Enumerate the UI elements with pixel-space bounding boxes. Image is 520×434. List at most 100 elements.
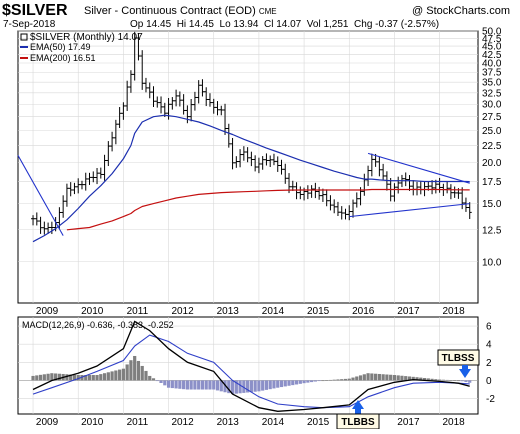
price-bar: [151, 86, 156, 108]
macd-histogram-bar: [306, 380, 310, 383]
macd-histogram-bar: [230, 380, 235, 395]
macd-histogram-bar: [434, 379, 438, 381]
price-y-tick-label: 15.0: [482, 199, 502, 210]
price-bar: [98, 167, 103, 179]
macd-signal-line: [32, 334, 470, 409]
price-bar: [275, 156, 280, 172]
macd-histogram-bar: [321, 380, 325, 382]
price-bar: [196, 80, 201, 104]
macd-histogram-bar: [253, 380, 257, 392]
price-bar: [245, 147, 250, 163]
macd-panel: [17, 316, 479, 415]
price-bar: [87, 172, 92, 185]
trend-line: [349, 203, 470, 218]
macd-histogram-bar: [358, 375, 363, 381]
chart-date: 7-Sep-2018: [3, 19, 56, 30]
macd-histogram-bar: [276, 380, 280, 388]
legend-macd: MACD(12,26,9) -0.636, -0.383, -0.252: [22, 320, 174, 330]
price-bar: [155, 96, 160, 108]
macd-histogram-bar: [426, 378, 430, 381]
ema200-line: [66, 188, 470, 231]
macd-histogram-bar: [91, 375, 95, 381]
price-bar: [230, 137, 235, 170]
price-bar: [403, 172, 408, 187]
macd-histogram-bar: [404, 376, 408, 381]
macd-histogram-bar: [129, 360, 133, 381]
price-y-tick-label: 12.5: [482, 225, 502, 236]
macd-histogram-bar: [385, 374, 389, 381]
price-bar: [463, 197, 468, 212]
price-bar: [49, 221, 54, 235]
price-bar: [38, 216, 43, 234]
price-bar: [185, 105, 190, 124]
macd-y-tick-label: -2: [486, 394, 495, 405]
stockcharts-credit: @ StockCharts.com: [412, 5, 510, 17]
macd-histogram-bar: [389, 374, 393, 381]
price-bar: [309, 185, 314, 198]
macd-histogram-bar: [313, 380, 317, 382]
macd-histogram-bar: [257, 380, 261, 392]
price-bar: [147, 82, 152, 99]
price-bar: [271, 153, 276, 166]
price-bar: [335, 201, 340, 217]
price-bar: [317, 186, 322, 200]
macd-histogram-bar: [456, 380, 461, 382]
macd-histogram-bar: [445, 379, 449, 381]
tlbss-annotation: TLBSS: [437, 349, 480, 378]
chart-description: Silver - Continuous Contract (EOD) CME: [84, 5, 277, 17]
price-bar: [125, 80, 130, 111]
macd-histogram-bar: [219, 380, 223, 392]
macd-histogram-bar: [366, 373, 370, 381]
macd-histogram-bar: [302, 380, 306, 384]
price-bar: [241, 146, 246, 161]
price-bar: [279, 159, 284, 175]
price-bar: [170, 97, 175, 110]
price-bar: [83, 172, 88, 191]
price-x-tick-label: 2015: [307, 306, 330, 317]
macd-histogram-bar: [35, 375, 39, 381]
macd-histogram-bar: [261, 380, 265, 391]
price-bar: [324, 189, 329, 207]
price-bar: [268, 155, 273, 167]
macd-histogram-bar: [298, 380, 302, 384]
macd-histogram-bar: [392, 375, 397, 381]
macd-histogram-bar: [31, 375, 35, 381]
price-bar: [31, 215, 36, 226]
macd-histogram-bar: [287, 380, 291, 386]
macd-histogram-bar: [279, 380, 284, 388]
macd-histogram-bar: [272, 380, 276, 389]
price-bar: [430, 180, 435, 195]
price-bar: [72, 182, 77, 195]
price-panel: [17, 30, 479, 304]
macd-x-tick-label: 2014: [262, 417, 285, 428]
macd-histogram-bar: [42, 374, 46, 381]
macd-histogram-bar: [84, 375, 88, 381]
macd-histogram-bar: [411, 376, 415, 381]
macd-histogram-bar: [118, 369, 122, 381]
macd-histogram-bar: [200, 380, 205, 390]
macd-histogram-bar: [332, 379, 336, 381]
macd-histogram-bar: [178, 380, 182, 389]
price-legend: $SILVER (Monthly) 14.07 EMA(50) 17.49 EM…: [20, 32, 143, 63]
macd-histogram-bar: [283, 380, 287, 387]
tlbbs-arrow-icon: [352, 400, 364, 414]
trend-line: [17, 155, 64, 236]
price-y-tick-label: 32.5: [482, 88, 502, 99]
macd-histogram-bar: [110, 371, 114, 381]
price-bar: [437, 177, 442, 193]
macd-histogram-bar: [223, 380, 227, 393]
price-bar: [61, 195, 66, 218]
macd-histogram-bar: [106, 372, 110, 381]
price-bar: [174, 89, 179, 107]
price-bar: [215, 101, 220, 116]
price-bar: [46, 222, 51, 234]
price-bar: [140, 50, 145, 90]
price-bar: [298, 186, 303, 200]
macd-histogram-bar: [163, 380, 167, 386]
legend-silver: $SILVER (Monthly) 14.07: [30, 32, 143, 43]
price-bar: [76, 178, 81, 194]
macd-histogram-bar: [57, 373, 61, 381]
price-x-tick-label: 2014: [262, 306, 285, 317]
price-bar: [143, 77, 148, 93]
